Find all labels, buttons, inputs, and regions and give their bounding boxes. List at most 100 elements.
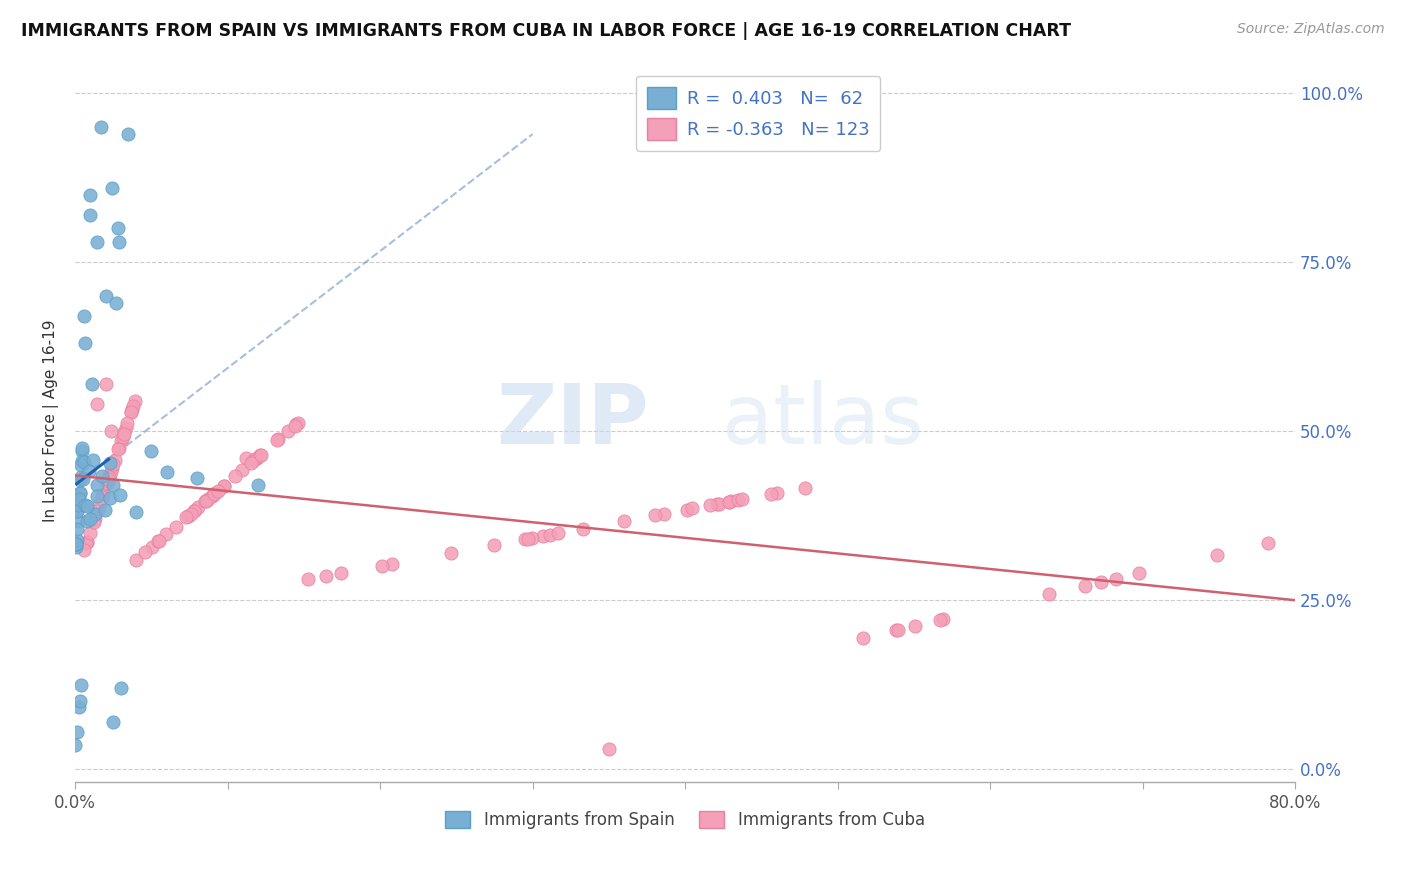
Point [277,424,299,438]
Point [110,434,132,448]
Point [932,612,955,626]
Point [97,470,120,484]
Point [1128,566,1150,580]
Point [72,443,94,458]
Point [117,127,139,141]
Point [79,512,101,526]
Point [904,618,927,632]
Point [72,442,94,456]
Point [98,468,121,483]
Point [103,714,125,729]
Point [97,474,120,488]
Point [1074,579,1097,593]
Point [72,473,94,487]
Point [329,566,352,581]
Point [183,504,205,518]
Text: ZIP: ZIP [496,381,648,461]
Point [100,424,122,438]
Point [79,187,101,202]
Point [371,558,394,573]
Point [207,483,229,498]
Point [104,453,127,467]
Point [887,623,910,637]
Point [66,533,89,548]
Point [65,537,87,551]
Point [682,501,704,516]
Point [114,421,136,435]
Point [91,487,114,501]
Point [699,498,721,512]
Point [79,464,101,478]
Point [186,471,208,485]
Point [66,498,89,512]
Point [187,500,209,515]
Point [239,456,262,470]
Point [538,528,561,542]
Point [202,487,225,501]
Point [98,468,121,483]
Point [101,461,124,475]
Text: atlas: atlas [721,381,924,461]
Point [709,497,731,511]
Point [86,397,108,411]
Point [204,486,226,500]
Point [440,546,463,560]
Point [86,235,108,249]
Point [155,527,177,541]
Point [165,519,187,533]
Y-axis label: In Labor Force | Age 16-19: In Labor Force | Age 16-19 [44,319,59,522]
Point [67,495,90,509]
Legend: Immigrants from Spain, Immigrants from Cuba: Immigrants from Spain, Immigrants from C… [439,804,932,836]
Point [929,613,952,627]
Point [531,529,554,543]
Point [66,504,89,518]
Point [759,487,782,501]
Point [65,540,87,554]
Point [69,693,91,707]
Point [86,477,108,491]
Point [69,486,91,500]
Point [652,507,675,521]
Point [598,741,620,756]
Point [243,452,266,467]
Point [675,502,697,516]
Point [73,310,96,324]
Point [176,510,198,524]
Point [120,405,142,419]
Point [97,472,120,486]
Point [79,208,101,222]
Point [1038,587,1060,601]
Point [212,478,235,492]
Point [1090,575,1112,590]
Point [155,465,177,479]
Point [231,463,253,477]
Point [727,493,749,508]
Point [212,479,235,493]
Point [69,473,91,487]
Point [177,509,200,524]
Point [706,497,728,511]
Point [83,513,105,527]
Point [121,401,143,416]
Point [141,444,163,458]
Point [287,416,309,430]
Point [83,515,105,529]
Point [100,465,122,479]
Point [194,494,217,508]
Point [125,505,148,519]
Point [515,533,537,547]
Point [197,492,219,507]
Point [1257,535,1279,549]
Point [794,481,817,495]
Point [249,448,271,462]
Point [267,433,290,447]
Point [141,540,163,554]
Point [65,537,87,551]
Point [76,514,98,528]
Point [70,458,93,472]
Point [82,453,104,467]
Point [1205,548,1227,562]
Point [242,454,264,468]
Point [108,441,131,455]
Point [235,451,257,466]
